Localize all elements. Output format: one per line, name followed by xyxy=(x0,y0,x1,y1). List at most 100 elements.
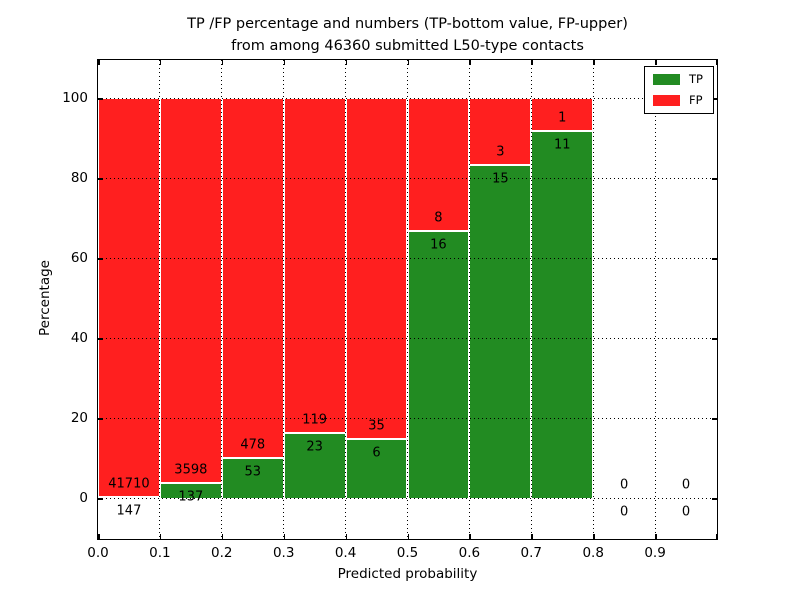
gridline-vertical xyxy=(468,60,470,539)
x-tick-mark xyxy=(593,534,595,539)
tp-color-swatch xyxy=(653,74,680,85)
x-tick-mark xyxy=(407,60,409,65)
tp-count-label: 6 xyxy=(372,445,381,461)
x-tick-mark xyxy=(531,60,533,65)
fp-count-label: 3598 xyxy=(174,462,208,478)
x-tick-mark xyxy=(98,534,100,539)
x-tick-label: 0.6 xyxy=(458,545,481,561)
tp-legend-label: TP xyxy=(689,71,703,86)
bar-fp-segment xyxy=(345,98,408,440)
y-tick-label: 60 xyxy=(70,250,88,266)
tp-count-label: 11 xyxy=(553,137,571,153)
x-tick-label: 0.0 xyxy=(87,545,109,561)
gridline-vertical xyxy=(345,60,347,539)
y-tick-mark xyxy=(712,338,717,340)
x-tick-mark xyxy=(98,60,100,65)
gridline-horizontal xyxy=(98,258,717,259)
bar-fp-segment xyxy=(159,98,222,484)
fp-color-swatch xyxy=(653,95,680,106)
fp-count-label: 119 xyxy=(302,412,328,428)
fp-count-label: 35 xyxy=(368,418,385,434)
x-tick-mark xyxy=(283,60,286,65)
fp-count-label: 478 xyxy=(240,437,266,453)
x-tick-mark xyxy=(345,60,348,65)
x-tick-mark xyxy=(221,534,224,539)
y-tick-mark xyxy=(98,338,103,340)
tp-count-label: 53 xyxy=(244,464,262,480)
gridline-horizontal xyxy=(98,178,717,179)
tp-count-label: 0 xyxy=(681,504,691,520)
bar-tp-segment xyxy=(469,164,532,498)
y-tick-label: 20 xyxy=(70,410,88,426)
y-axis-label: Percentage xyxy=(37,260,53,336)
x-tick-mark xyxy=(655,534,657,539)
y-tick-label: 40 xyxy=(70,330,88,346)
fp-count-label: 0 xyxy=(620,477,629,493)
x-tick-label: 0.7 xyxy=(520,545,543,561)
x-tick-mark xyxy=(469,60,471,65)
y-tick-mark xyxy=(98,178,103,180)
bar-fp-segment xyxy=(221,98,284,459)
gridline-vertical xyxy=(654,60,656,539)
fp-legend-label: FP xyxy=(689,92,703,107)
gridline-vertical xyxy=(221,60,223,539)
legend-item-tp: TP xyxy=(653,71,713,88)
y-tick-mark xyxy=(98,98,103,100)
x-tick-mark xyxy=(283,534,286,539)
y-tick-mark xyxy=(712,498,717,500)
legend: TP FP xyxy=(644,66,714,114)
bar-tp-segment xyxy=(221,458,284,498)
x-tick-mark xyxy=(221,60,224,65)
tp-count-label: 23 xyxy=(306,439,323,455)
x-tick-mark xyxy=(159,60,162,65)
y-tick-label: 80 xyxy=(70,170,88,186)
gridline-horizontal xyxy=(98,98,717,99)
x-tick-mark xyxy=(715,534,717,539)
fp-count-label: 8 xyxy=(434,210,443,226)
x-tick-label: 0.5 xyxy=(396,545,419,561)
gridline-horizontal xyxy=(98,418,717,419)
x-tick-label: 0.1 xyxy=(149,545,171,561)
tp-count-label: 137 xyxy=(178,489,204,505)
chart-title-line2: from among 46360 submitted L50-type cont… xyxy=(231,38,584,54)
x-tick-mark xyxy=(407,534,409,539)
x-tick-label: 0.9 xyxy=(644,545,666,561)
fp-count-label: 3 xyxy=(496,144,505,160)
y-tick-mark xyxy=(712,258,717,260)
tp-count-label: 15 xyxy=(492,171,509,187)
y-tick-mark xyxy=(712,418,717,420)
y-tick-label: 100 xyxy=(62,90,88,106)
x-tick-label: 0.2 xyxy=(211,545,233,561)
x-tick-mark xyxy=(159,534,162,539)
y-tick-mark xyxy=(98,498,103,500)
gridline-horizontal xyxy=(98,338,717,339)
bar-tp-segment xyxy=(345,439,408,498)
tp-count-label: 16 xyxy=(430,237,447,253)
y-tick-label: 0 xyxy=(79,490,88,506)
fp-count-label: 1 xyxy=(558,110,567,126)
y-tick-mark xyxy=(98,258,103,260)
fp-count-label: 0 xyxy=(681,477,691,493)
chart-title-line1: TP /FP percentage and numbers (TP-bottom… xyxy=(187,16,628,32)
plot-area: TP FP 41710 147 3598 137 478 53 119 23 35 6 8 16 3 15… xyxy=(97,59,718,540)
gridline-vertical xyxy=(283,60,285,539)
gridline-vertical xyxy=(407,60,408,539)
gridline-vertical xyxy=(592,60,594,539)
x-tick-mark xyxy=(345,534,348,539)
bar-tp-segment xyxy=(283,433,346,498)
x-tick-mark xyxy=(715,60,717,65)
bar-tp-segment xyxy=(531,131,594,498)
gridline-horizontal xyxy=(98,498,717,499)
legend-item-fp: FP xyxy=(653,92,713,109)
x-tick-mark xyxy=(593,60,595,65)
bar-tp-segment xyxy=(407,231,470,498)
gridline-vertical xyxy=(159,60,161,539)
bar-fp-segment xyxy=(283,98,346,434)
bar-fp-segment xyxy=(98,98,160,497)
x-tick-mark xyxy=(469,534,471,539)
y-tick-mark xyxy=(712,178,717,180)
y-tick-mark xyxy=(712,98,717,100)
x-axis-label: Predicted probability xyxy=(337,566,478,582)
fp-count-label: 41710 xyxy=(108,476,150,492)
